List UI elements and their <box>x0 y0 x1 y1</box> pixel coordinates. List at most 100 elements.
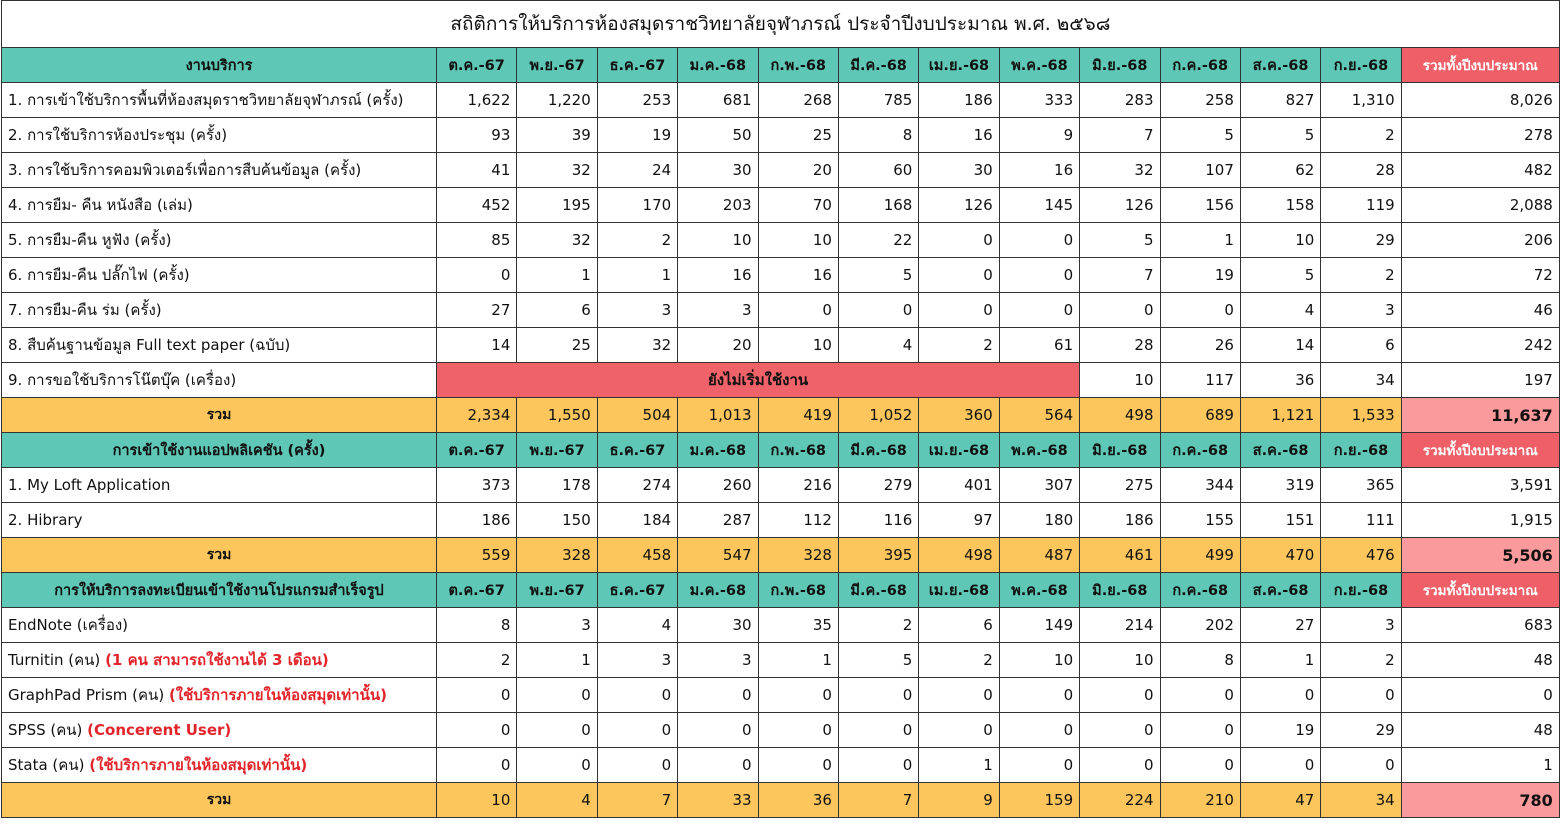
row-label: 1. My Loft Application <box>1 467 437 503</box>
value-cell: 93 <box>435 117 518 153</box>
value-cell: 178 <box>516 467 598 503</box>
row-label-text: GraphPad Prism (คน) <box>8 686 165 704</box>
table-row: 1. My Loft Application 373 178 274 260 216 279… <box>1 467 1560 503</box>
row-total: 72 <box>1400 257 1560 293</box>
sum-label: รวม <box>1 537 437 573</box>
row-label: 8. สืบค้นฐานข้อมูล Full text paper (ฉบับ… <box>1 327 437 363</box>
value-cell: 5 <box>1239 117 1322 153</box>
row-note: (1 คน สามารถใช้งานได้ 3 เดือน) <box>105 651 329 669</box>
value-cell: 4 <box>837 327 920 363</box>
value-cell: 216 <box>757 467 839 503</box>
sum-value: 1,121 <box>1239 397 1322 433</box>
value-cell: 61 <box>998 327 1081 363</box>
month-header: ก.ย.-68 <box>1320 572 1402 608</box>
value-cell: 156 <box>1159 187 1241 223</box>
row-total: 0 <box>1400 677 1560 713</box>
value-cell: 1 <box>757 642 839 678</box>
table-row: 2. การใช้บริการห้องประชุม (ครั้ง) 93 39 19 5… <box>1 117 1560 153</box>
sum-value: 504 <box>596 397 679 433</box>
value-cell: 10 <box>1079 642 1161 678</box>
value-cell: 0 <box>516 747 598 783</box>
value-cell: 4 <box>596 607 679 643</box>
row-label: SPSS (คน) (Concerent User) <box>1 712 437 748</box>
value-cell: 0 <box>757 292 839 328</box>
section-header-row: งานบริการ ต.ค.-67 พ.ย.-67 ธ.ค.-67 ม.ค.-68 ก.พ… <box>1 47 1560 83</box>
value-cell: 2 <box>1320 117 1402 153</box>
value-cell: 36 <box>1239 362 1322 398</box>
sum-value: 499 <box>1159 537 1241 573</box>
row-total: 278 <box>1400 117 1560 153</box>
value-cell: 0 <box>998 677 1081 713</box>
sum-value: 1,550 <box>516 397 598 433</box>
page-title: สถิติการให้บริการห้องสมุดราชวิทยาลัยจุฬา… <box>1 0 1560 48</box>
value-cell: 30 <box>918 152 1000 188</box>
sum-value: 470 <box>1239 537 1322 573</box>
value-cell: 25 <box>516 327 598 363</box>
table-row: GraphPad Prism (คน) (ใช้บริการภายในห้องส… <box>1 677 1560 713</box>
value-cell: 24 <box>596 152 679 188</box>
value-cell: 62 <box>1239 152 1322 188</box>
sum-value: 476 <box>1320 537 1402 573</box>
sum-value: 1,013 <box>677 397 759 433</box>
value-cell: 7 <box>1079 117 1161 153</box>
value-cell: 155 <box>1159 502 1241 538</box>
row-label-text: 2. การใช้บริการห้องประชุม (ครั้ง) <box>8 126 228 144</box>
value-cell: 0 <box>998 257 1081 293</box>
table-row: EndNote (เครื่อง) 8 3 4 30 35 2 6 149 214 202 27 3 68… <box>1 607 1560 643</box>
value-cell: 30 <box>677 152 759 188</box>
section-header: งานบริการ <box>1 47 437 83</box>
value-cell: 0 <box>1159 677 1241 713</box>
value-cell: 0 <box>1079 292 1161 328</box>
row-label: 9. การขอใช้บริการโน๊ตบุ๊ค (เครื่อง) <box>1 362 437 398</box>
value-cell: 34 <box>1320 362 1402 398</box>
table-row: 4. การยืม- คืน หนังสือ (เล่ม) 452 195 170 20… <box>1 187 1560 223</box>
value-cell: 117 <box>1159 362 1241 398</box>
value-cell: 0 <box>1320 677 1402 713</box>
value-cell: 279 <box>837 467 920 503</box>
value-cell: 28 <box>1320 152 1402 188</box>
month-header: ก.ย.-68 <box>1320 47 1402 83</box>
row-total: 3,591 <box>1400 467 1560 503</box>
value-cell: 785 <box>837 82 920 118</box>
month-header: ก.พ.-68 <box>757 572 839 608</box>
value-cell: 10 <box>757 327 839 363</box>
total-header: รวมทั้งปีงบประมาณ <box>1400 572 1560 608</box>
value-cell: 5 <box>1239 257 1322 293</box>
value-cell: 0 <box>435 257 518 293</box>
value-cell: 2 <box>435 642 518 678</box>
row-note: (Concerent User) <box>87 721 232 739</box>
value-cell: 0 <box>998 292 1081 328</box>
value-cell: 0 <box>757 677 839 713</box>
value-cell: 70 <box>757 187 839 223</box>
value-cell: 0 <box>1159 747 1241 783</box>
sum-value: 328 <box>757 537 839 573</box>
row-label: 6. การยืม-คืน ปลั๊กไฟ (ครั้ง) <box>1 257 437 293</box>
sum-value: 419 <box>757 397 839 433</box>
value-cell: 0 <box>677 712 759 748</box>
value-cell: 20 <box>757 152 839 188</box>
month-header: พ.ย.-67 <box>516 572 598 608</box>
row-label-text: 5. การยืม-คืน หูฟัง (ครั้ง) <box>8 231 172 249</box>
value-cell: 5 <box>837 642 920 678</box>
value-cell: 0 <box>1320 747 1402 783</box>
value-cell: 1 <box>1159 222 1241 258</box>
value-cell: 19 <box>1159 257 1241 293</box>
value-cell: 50 <box>677 117 759 153</box>
section-header: การให้บริการลงทะเบียนเข้าใช้งานโปรแกรมสำ… <box>1 572 437 608</box>
sum-value: 559 <box>435 537 518 573</box>
row-label: Stata (คน) (ใช้บริการภายในห้องสมุดเท่านั… <box>1 747 437 783</box>
sum-value: 159 <box>998 782 1081 818</box>
sum-value: 7 <box>837 782 920 818</box>
sum-value: 395 <box>837 537 920 573</box>
row-label: Turnitin (คน) (1 คน สามารถใช้งานได้ 3 เด… <box>1 642 437 678</box>
row-total: 206 <box>1400 222 1560 258</box>
month-header: เม.ย.-68 <box>918 47 1000 83</box>
value-cell: 19 <box>596 117 679 153</box>
value-cell: 268 <box>757 82 839 118</box>
value-cell: 5 <box>1159 117 1241 153</box>
value-cell: 16 <box>998 152 1081 188</box>
row-label-text: 9. การขอใช้บริการโน๊ตบุ๊ค (เครื่อง) <box>8 371 237 389</box>
month-header: ก.ย.-68 <box>1320 432 1402 468</box>
value-cell: 32 <box>1079 152 1161 188</box>
value-cell: 0 <box>998 747 1081 783</box>
